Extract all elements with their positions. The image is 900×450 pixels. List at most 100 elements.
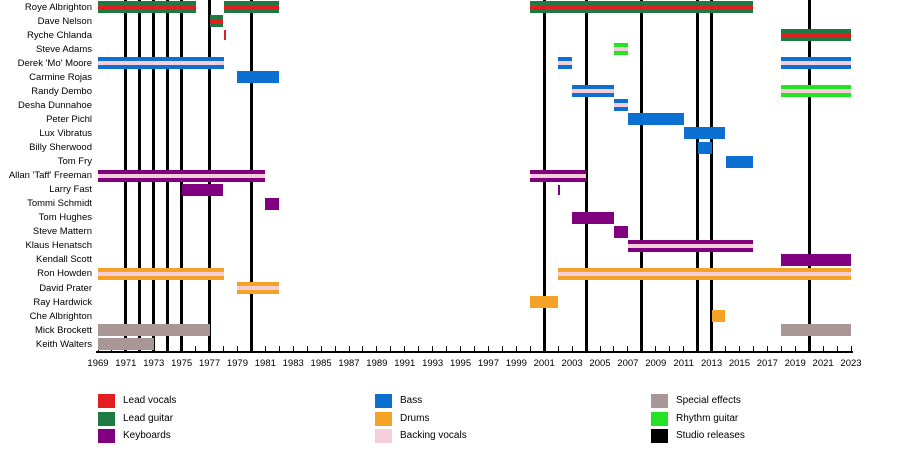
axis-tick xyxy=(850,346,852,352)
legend-swatch xyxy=(375,411,392,426)
axis-tick xyxy=(264,346,266,352)
axis-year-label: 1985 xyxy=(310,358,332,369)
member-name-label: Derek 'Mo' Moore xyxy=(17,57,92,69)
axis-year-label: 1971 xyxy=(115,358,137,369)
member-name-label: Dave Nelson xyxy=(37,15,92,27)
axis-tick xyxy=(334,346,336,352)
backing-vocals-stripe xyxy=(98,271,224,276)
member-name-label: Peter Pichl xyxy=(46,113,92,125)
axis-year-label: 2015 xyxy=(728,358,750,369)
tenure-bar xyxy=(98,169,266,182)
legend-item: Special effects xyxy=(651,394,871,409)
axis-year-label: 2017 xyxy=(756,358,778,369)
tenure-bar xyxy=(725,155,754,168)
axis-tick xyxy=(432,346,434,352)
axis-year-label: 1973 xyxy=(143,358,165,369)
tenure-bar xyxy=(697,141,712,154)
tenure-bar xyxy=(530,296,559,309)
axis-tick xyxy=(418,346,420,352)
axis-tick xyxy=(627,346,629,352)
axis-year-label: 1975 xyxy=(171,358,193,369)
member-name-label: Randy Dembo xyxy=(31,85,92,97)
axis-tick xyxy=(822,346,824,352)
member-name-label: Tom Hughes xyxy=(38,212,92,224)
axis-year-label: 1989 xyxy=(366,358,388,369)
axis-year-label: 2013 xyxy=(700,358,723,369)
tenure-bar xyxy=(627,113,684,126)
tenure-bar xyxy=(613,43,628,56)
legend-swatch xyxy=(98,411,115,426)
tenure-bar xyxy=(98,267,224,280)
axis-tick xyxy=(725,346,726,352)
axis-tick xyxy=(362,346,364,352)
axis-tick xyxy=(390,346,392,352)
tenure-bar xyxy=(781,57,851,70)
studio-release-line xyxy=(807,0,811,352)
backing-vocals-stripe xyxy=(558,61,573,66)
axis-tick xyxy=(487,346,489,352)
axis-year-label: 2009 xyxy=(645,358,667,369)
axis-tick xyxy=(515,346,517,352)
tenure-bar xyxy=(572,85,614,98)
tenure-bar xyxy=(781,324,851,337)
axis-year-label: 2019 xyxy=(784,358,806,369)
member-name-label: Kendall Scott xyxy=(36,254,92,266)
tenure-bar xyxy=(181,183,224,196)
axis-year-label: 1981 xyxy=(254,358,276,369)
backing-vocals-stripe xyxy=(613,103,628,108)
axis-year-label: 1995 xyxy=(449,358,472,369)
studio-release-line xyxy=(640,0,644,352)
axis-tick xyxy=(794,346,796,352)
legend-label: Lead guitar xyxy=(123,412,174,424)
tenure-tick-bar xyxy=(223,30,226,41)
backing-vocals-stripe xyxy=(781,89,851,94)
axis-tick xyxy=(557,346,559,352)
backing-vocals-stripe xyxy=(98,173,266,178)
backing-vocals-stripe xyxy=(613,47,628,52)
axis-year-label: 1993 xyxy=(422,358,444,369)
axis-year-label: 1997 xyxy=(477,358,499,369)
tenure-bar xyxy=(627,239,754,252)
tenure-bar xyxy=(572,211,614,224)
legend-label: Lead vocals xyxy=(123,395,177,406)
axis-tick xyxy=(599,346,601,352)
member-name-label: Klaus Henatsch xyxy=(25,240,92,252)
tenure-bar xyxy=(711,310,726,323)
legend-item: Rhythm guitar xyxy=(651,411,871,427)
axis-year-label: 2007 xyxy=(617,358,639,369)
member-name-label: Billy Sherwood xyxy=(29,142,92,153)
tenure-bar xyxy=(98,57,224,70)
axis-year-label: 2005 xyxy=(589,358,611,369)
axis-year-label: 1977 xyxy=(198,358,221,369)
member-name-label: Allan 'Taff' Freeman xyxy=(8,170,92,182)
tenure-bar xyxy=(613,225,628,238)
axis-tick xyxy=(738,346,740,352)
axis-tick xyxy=(529,346,531,352)
member-name-label: Che Albrighton xyxy=(29,310,92,322)
backing-vocals-stripe xyxy=(223,5,280,9)
axis-tick xyxy=(320,346,322,352)
axis-tick xyxy=(446,346,448,352)
axis-tick xyxy=(195,346,197,352)
member-name-label: Ray Hardwick xyxy=(33,296,92,308)
backing-vocals-stripe xyxy=(209,19,224,24)
axis-tick xyxy=(167,346,169,352)
legend-label: Backing vocals xyxy=(400,430,467,441)
backing-vocals-stripe xyxy=(98,61,224,66)
axis-tick xyxy=(780,346,782,352)
axis-tick xyxy=(278,346,280,352)
member-name-label: Ryche Chlanda xyxy=(27,29,92,41)
legend-swatch xyxy=(651,411,668,426)
axis-tick xyxy=(404,346,406,352)
member-name-label: Lux Vibratus xyxy=(39,127,92,139)
member-name-label: Steve Adams xyxy=(36,43,92,55)
axis-tick xyxy=(683,346,685,352)
member-name-label: Mick Brockett xyxy=(34,324,92,336)
tenure-bar xyxy=(98,338,154,351)
tenure-tick-bar xyxy=(558,184,561,195)
backing-vocals-stripe xyxy=(237,286,280,290)
member-name-label: Tom Fry xyxy=(57,156,92,168)
axis-tick xyxy=(250,346,252,352)
tenure-bar xyxy=(98,1,196,13)
